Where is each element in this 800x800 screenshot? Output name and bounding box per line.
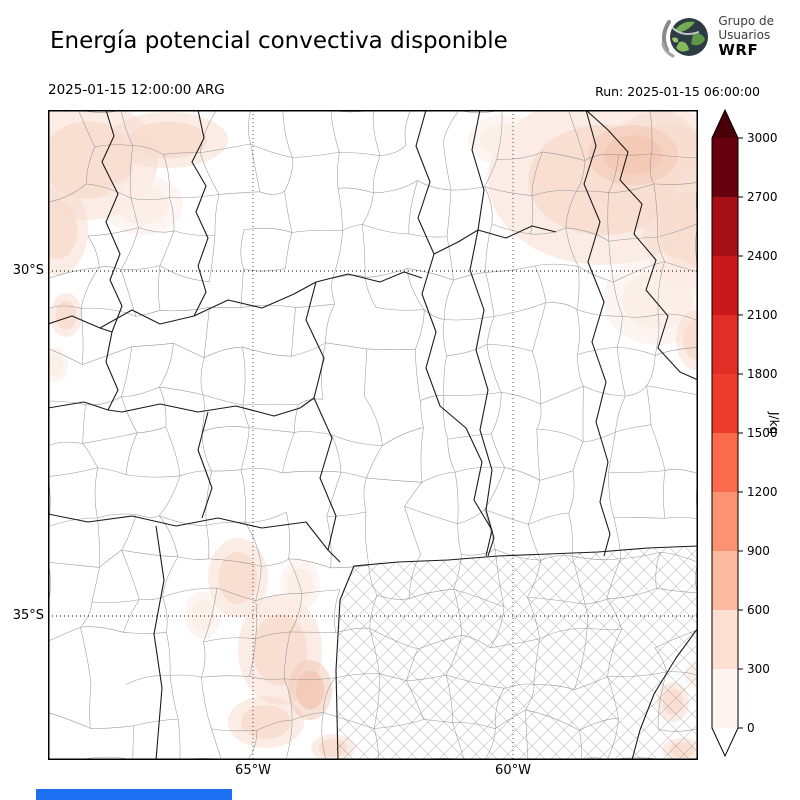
logo-line-2: Usuarios bbox=[718, 28, 771, 43]
wrf-logo: Grupo de Usuarios WRF bbox=[659, 12, 774, 62]
colorbar-segments bbox=[712, 138, 738, 729]
colorbar: 3000 2700 2400 2100 1800 1500 1200 900 6… bbox=[711, 108, 778, 758]
colorbar-tick-label: 900 bbox=[747, 544, 770, 558]
colorbar-tick-label: 1200 bbox=[747, 485, 778, 499]
lon-label-60w: 60°W bbox=[495, 763, 531, 778]
logo-line-1: Grupo de bbox=[718, 14, 774, 28]
colorbar-tick-label: 1800 bbox=[747, 367, 778, 381]
colorbar-tick-label: 1500 bbox=[747, 426, 778, 440]
page-title: Energía potencial convectiva disponible bbox=[50, 28, 508, 54]
cape-map bbox=[18, 95, 733, 764]
logo-line-3: WRF bbox=[718, 41, 759, 60]
colorbar-unit-label: J/kg bbox=[767, 412, 781, 435]
valid-time-label: 2025-01-15 12:00:00 ARG bbox=[48, 82, 225, 98]
bottom-blue-bar bbox=[36, 789, 232, 800]
map-plot-area bbox=[18, 95, 733, 764]
colorbar-under-arrow bbox=[712, 728, 738, 756]
colorbar-tick-label: 2400 bbox=[747, 249, 778, 263]
colorbar-tick-label: 2700 bbox=[747, 190, 778, 204]
colorbar-ticks bbox=[738, 137, 743, 729]
colorbar-tick-label: 3000 bbox=[747, 131, 778, 145]
colorbar-tick-label: 300 bbox=[747, 662, 770, 676]
colorbar-tick-label: 0 bbox=[747, 721, 755, 735]
colorbar-tick-label: 2100 bbox=[747, 308, 778, 322]
wrf-globe-icon bbox=[661, 18, 709, 58]
lon-label-65w: 65°W bbox=[235, 763, 271, 778]
colorbar-tick-label: 600 bbox=[747, 603, 770, 617]
colorbar-over-arrow bbox=[712, 110, 738, 138]
lat-label-30s: 30°S bbox=[12, 263, 44, 278]
wrf-logo-text: Grupo de Usuarios WRF bbox=[718, 14, 774, 60]
run-time-label: Run: 2025-01-15 06:00:00 bbox=[595, 84, 760, 99]
lat-label-35s: 35°S bbox=[12, 608, 44, 623]
